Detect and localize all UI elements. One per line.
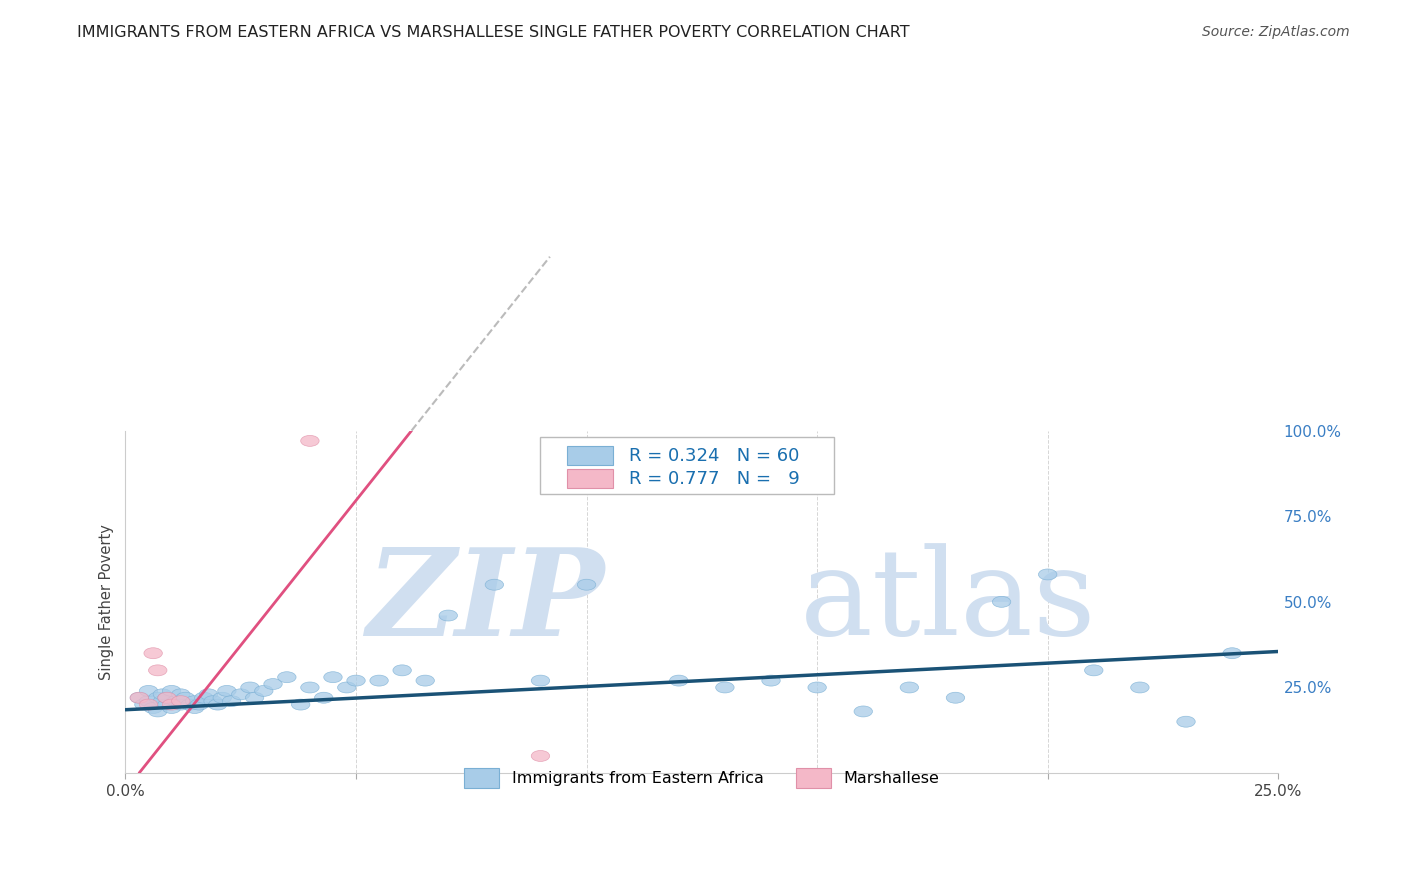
FancyBboxPatch shape: [540, 437, 834, 494]
Bar: [567, 446, 613, 466]
Y-axis label: Single Father Poverty: Single Father Poverty: [100, 524, 114, 680]
Text: Source: ZipAtlas.com: Source: ZipAtlas.com: [1202, 25, 1350, 39]
Text: ZIP: ZIP: [366, 542, 603, 661]
Text: R = 0.777   N =   9: R = 0.777 N = 9: [630, 469, 800, 488]
Bar: [567, 469, 613, 488]
Text: IMMIGRANTS FROM EASTERN AFRICA VS MARSHALLESE SINGLE FATHER POVERTY CORRELATION : IMMIGRANTS FROM EASTERN AFRICA VS MARSHA…: [77, 25, 910, 40]
Legend: Immigrants from Eastern Africa, Marshallese: Immigrants from Eastern Africa, Marshall…: [458, 762, 946, 794]
Text: R = 0.324   N = 60: R = 0.324 N = 60: [630, 447, 800, 465]
Text: atlas: atlas: [800, 543, 1097, 660]
